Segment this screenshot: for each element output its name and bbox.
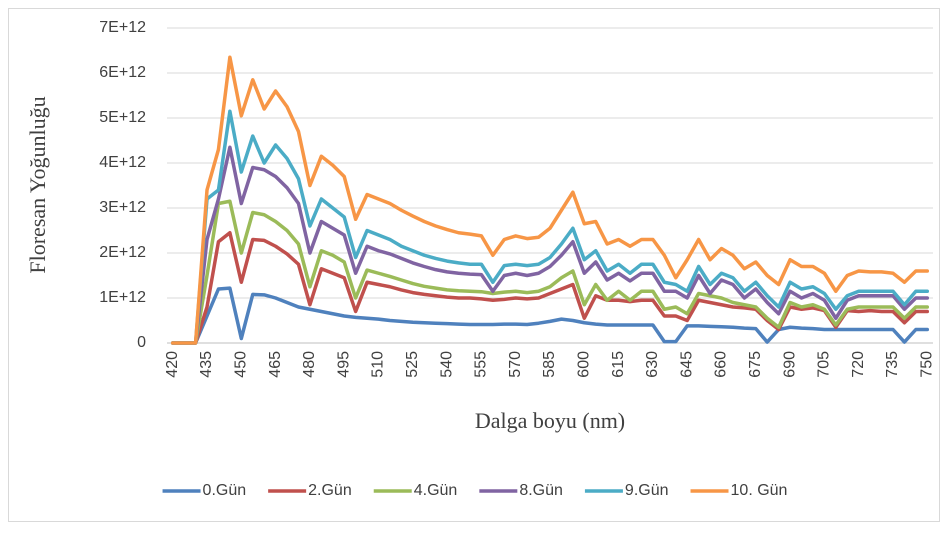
x-tick-label: 435: [198, 351, 215, 378]
x-tick-label: 420: [164, 351, 181, 378]
x-tick-label: 735: [884, 351, 901, 378]
legend-label: 9.Gün: [625, 482, 669, 499]
x-tick-label: 600: [576, 351, 593, 378]
legend-label: 10. Gün: [731, 482, 788, 499]
series-line: [170, 199, 930, 345]
x-tick-label: 615: [610, 351, 627, 378]
y-tick-label: 0: [137, 334, 146, 351]
x-tick-label: 585: [541, 351, 558, 378]
legend-label: 8.Gün: [519, 482, 563, 499]
y-tick-label: 1E+12: [99, 289, 146, 306]
x-tick-label: 555: [473, 351, 490, 378]
x-tick-label: 660: [713, 351, 730, 378]
y-tick-label: 5E+12: [99, 109, 146, 126]
x-tick-label: 675: [747, 351, 764, 378]
x-tick-label: 720: [850, 351, 867, 378]
x-tick-label: 480: [301, 351, 318, 378]
x-tick-label: 510: [370, 351, 387, 378]
x-tick-label: 450: [233, 351, 250, 378]
x-axis-title: Dalga boyu (nm): [475, 408, 625, 433]
x-tick-label: 705: [816, 351, 833, 378]
x-tick-label: 540: [438, 351, 455, 378]
legend-label: 0.Gün: [203, 482, 247, 499]
y-axis-title: Floresan Yoğunluğu: [25, 96, 50, 273]
y-tick-label: 3E+12: [99, 199, 146, 216]
series-line: [170, 55, 930, 345]
series-line: [170, 145, 930, 345]
x-tick-label: 495: [335, 351, 352, 378]
x-tick-label: 630: [644, 351, 661, 378]
y-tick-label: 6E+12: [99, 64, 146, 81]
x-tick-label: 750: [919, 351, 936, 378]
x-tick-label: 465: [267, 351, 284, 378]
series-line: [170, 286, 930, 345]
y-tick-label: 7E+12: [99, 19, 146, 36]
series-line: [170, 231, 930, 345]
x-tick-label: 645: [678, 351, 695, 378]
legend-label: 2.Gün: [308, 482, 352, 499]
y-tick-label: 4E+12: [99, 154, 146, 171]
x-tick-label: 570: [507, 351, 524, 378]
x-tick-label: 690: [781, 351, 798, 378]
x-tick-label: 525: [404, 351, 421, 378]
series-line: [170, 109, 930, 345]
legend-label: 4.Gün: [414, 482, 458, 499]
y-tick-label: 2E+12: [99, 244, 146, 261]
